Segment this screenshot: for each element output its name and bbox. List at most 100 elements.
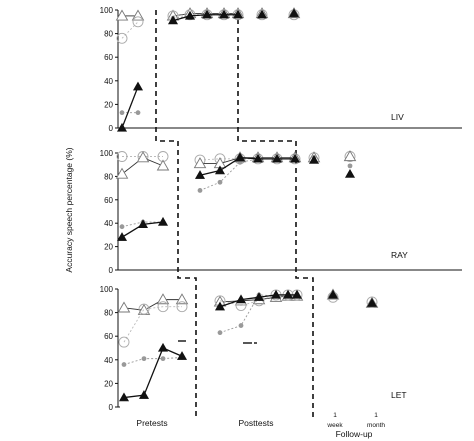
data-point — [141, 356, 147, 362]
series-line — [121, 21, 139, 39]
data-point — [194, 170, 206, 179]
panel-label: LIV — [391, 112, 404, 122]
y-tick-label: 60 — [104, 53, 113, 62]
data-point — [132, 81, 144, 91]
panel-label: RAY — [391, 250, 408, 260]
data-point — [218, 9, 230, 19]
y-axis-title: Accuracy speech percentage (%) — [64, 147, 74, 272]
data-point — [176, 351, 188, 360]
y-tick-label: 40 — [104, 77, 113, 86]
data-point — [217, 179, 223, 185]
data-point — [347, 163, 353, 169]
data-point — [119, 224, 125, 230]
data-point — [115, 9, 129, 21]
series-line — [219, 294, 297, 306]
y-tick-label: 100 — [100, 149, 114, 158]
followup-tick-label: week — [326, 422, 343, 429]
data-point — [214, 301, 226, 311]
data-point — [136, 151, 150, 163]
data-point — [282, 289, 294, 299]
followup-tick-label: 1 — [333, 412, 337, 419]
data-point — [344, 168, 356, 178]
data-point — [118, 392, 130, 402]
data-point — [119, 110, 125, 116]
data-point — [137, 219, 149, 229]
y-tick-label: 60 — [104, 196, 113, 205]
data-point — [117, 301, 131, 313]
data-point — [197, 188, 203, 193]
data-point — [138, 390, 150, 399]
data-point — [157, 216, 169, 226]
data-point — [256, 9, 268, 19]
data-point — [157, 342, 169, 352]
separator-pre-post — [155, 10, 197, 418]
panel-label: LET — [391, 390, 407, 400]
data-point — [184, 9, 196, 21]
data-marks — [115, 7, 379, 402]
x-group-label: Follow-up — [336, 429, 373, 439]
data-point — [193, 157, 207, 169]
y-tick-label: 80 — [104, 172, 113, 181]
data-point — [116, 151, 128, 162]
data-point — [118, 336, 130, 348]
data-point — [232, 9, 244, 19]
phase-separators — [155, 10, 314, 418]
data-point — [132, 16, 144, 28]
data-point — [116, 32, 128, 44]
data-point — [156, 293, 170, 305]
y-tick-label: 0 — [109, 124, 114, 133]
series-line — [123, 356, 183, 365]
data-point — [214, 165, 226, 175]
data-point — [157, 301, 169, 313]
y-tick-label: 40 — [104, 219, 113, 228]
y-tick-label: 0 — [109, 403, 114, 412]
data-point — [270, 289, 282, 299]
data-point — [138, 303, 150, 315]
series-line — [123, 299, 182, 311]
data-point — [252, 153, 264, 163]
followup-tick-label: month — [367, 422, 385, 429]
y-tick-label: 80 — [104, 309, 113, 318]
data-point — [176, 301, 188, 313]
y-tick-label: 100 — [100, 6, 114, 15]
data-point — [175, 293, 189, 305]
data-point — [184, 10, 196, 20]
y-tick-label: 40 — [104, 356, 113, 365]
data-point — [115, 167, 129, 179]
text-labels: 0 20 40 60 80 100 LIV 0 20 40 60 80 100 RAY 0 20 40 60 80 1… — [64, 6, 408, 439]
separator-post-followup — [237, 10, 314, 418]
data-point — [271, 153, 283, 163]
data-point — [291, 289, 303, 299]
y-tick-label: 0 — [109, 266, 114, 275]
y-tick-label: 20 — [104, 379, 113, 388]
data-point — [156, 159, 170, 171]
y-tick-label: 80 — [104, 30, 113, 39]
data-point — [288, 8, 300, 18]
data-point — [217, 330, 223, 336]
data-point — [235, 294, 247, 304]
data-point — [160, 356, 166, 362]
y-tick-label: 20 — [104, 100, 113, 109]
data-point — [366, 296, 378, 308]
data-point — [201, 9, 213, 19]
data-point — [116, 232, 128, 241]
series-line — [121, 86, 139, 129]
data-point — [167, 15, 179, 25]
followup-tick-label: 1 — [374, 412, 378, 419]
data-point — [253, 292, 265, 301]
data-point — [116, 122, 128, 132]
data-point — [238, 323, 244, 328]
x-group-label: Posttests — [239, 418, 274, 428]
data-point — [343, 150, 357, 162]
data-point — [366, 298, 378, 307]
data-point — [308, 154, 320, 164]
y-tick-label: 60 — [104, 332, 113, 341]
data-point — [234, 152, 246, 162]
series-line — [123, 347, 183, 399]
y-tick-label: 100 — [100, 285, 114, 294]
data-point — [121, 362, 127, 367]
axes — [115, 9, 462, 408]
data-point — [327, 289, 339, 299]
data-point — [135, 110, 141, 116]
